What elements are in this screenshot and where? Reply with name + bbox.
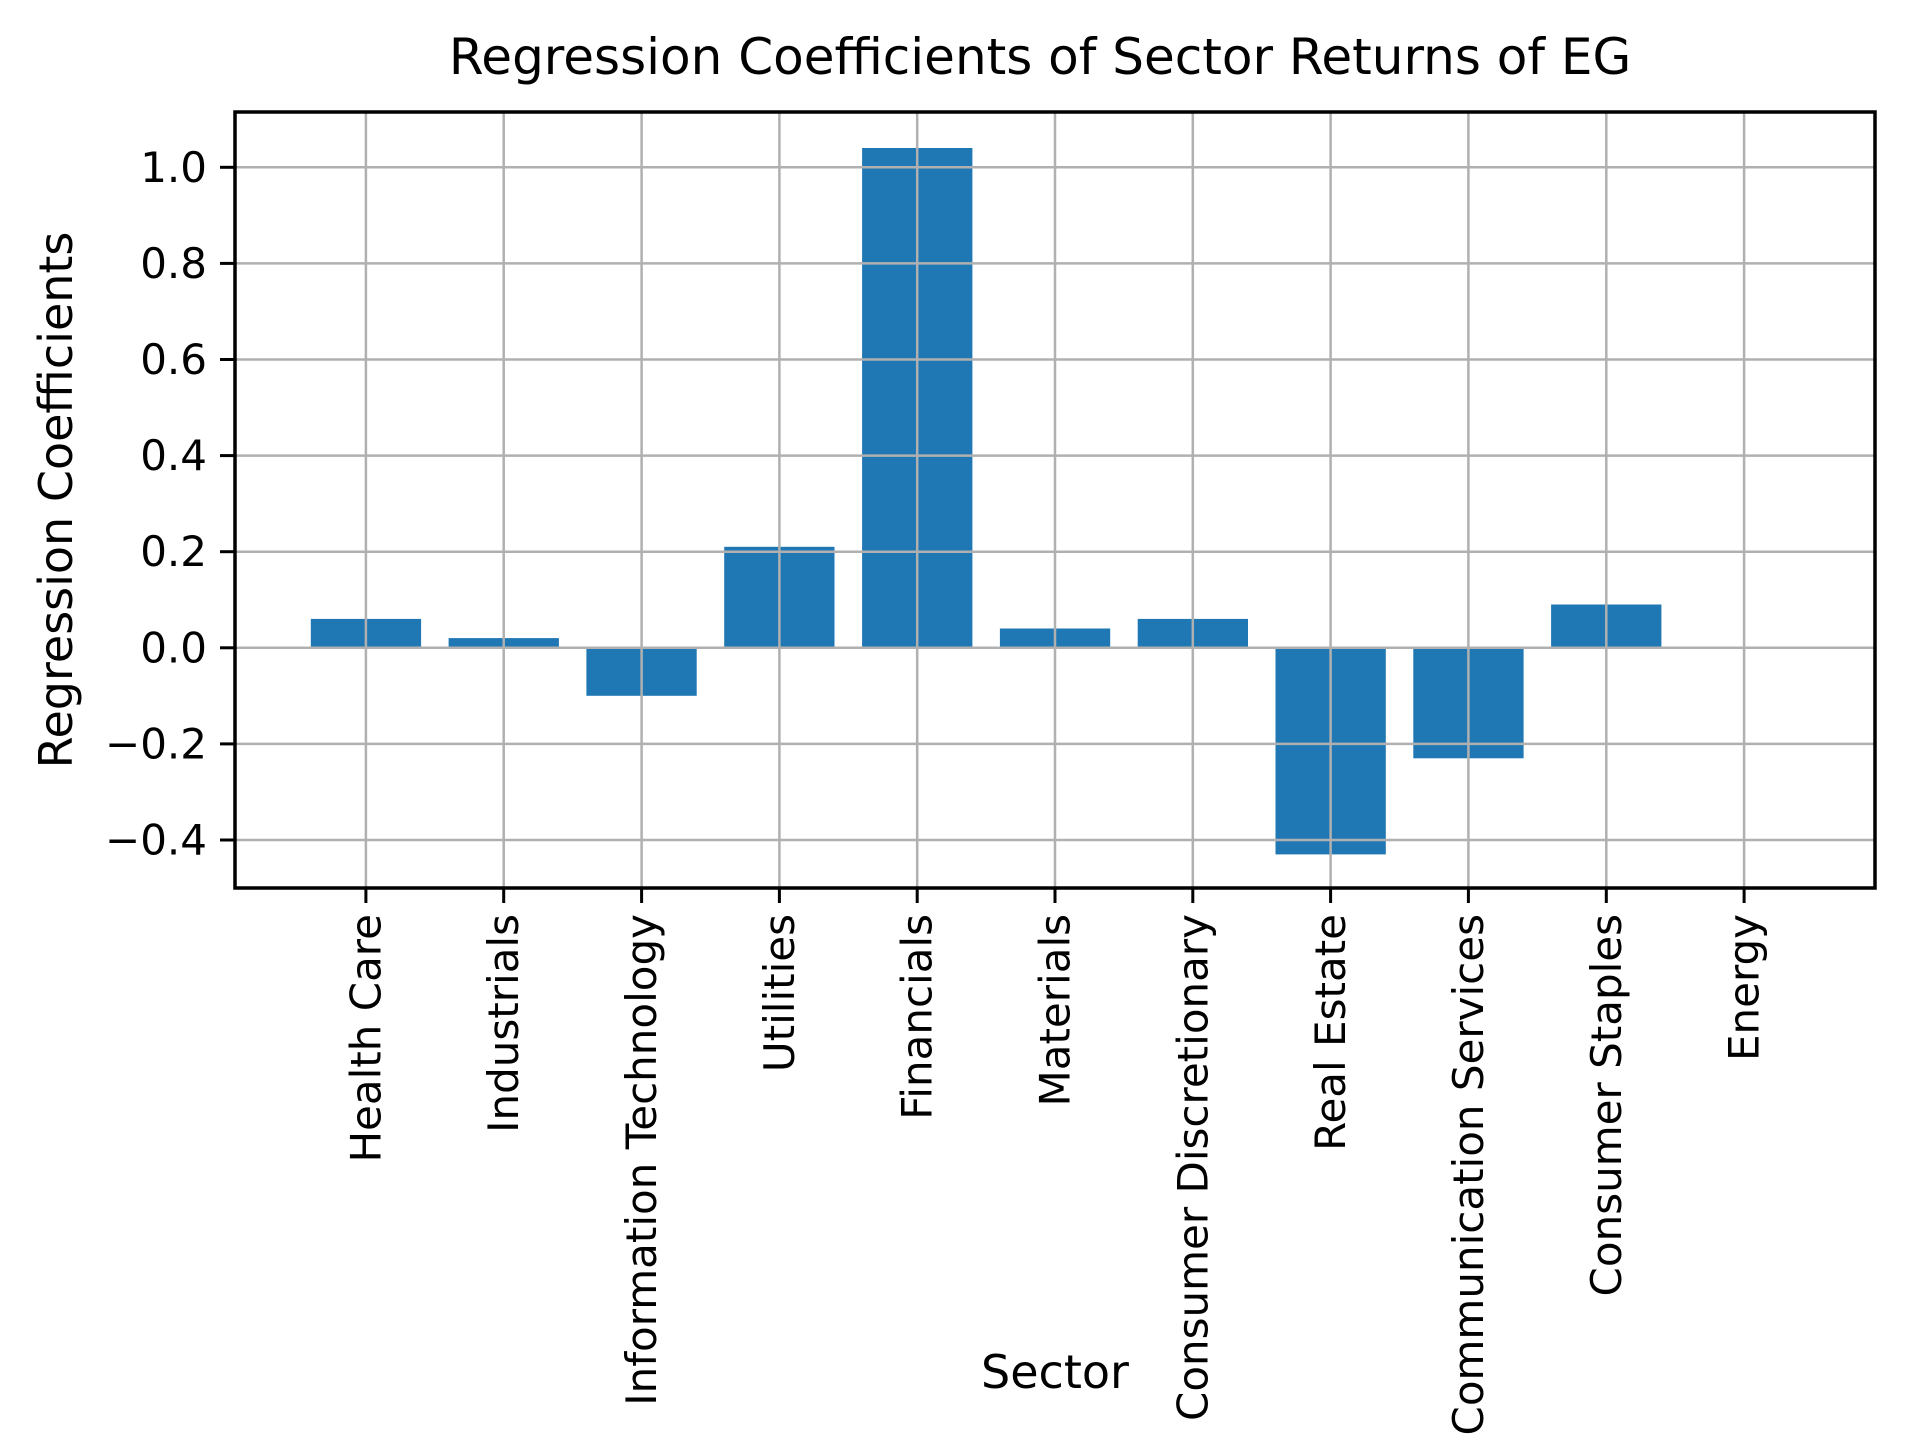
bars-layer: [310, 148, 1662, 855]
x-tick-label-real-estate: Real Estate: [1306, 914, 1355, 1151]
y-tick-label-0.4: 0.4: [140, 431, 207, 480]
x-tick-label-consumer-staples: Consumer Staples: [1582, 914, 1631, 1296]
axes-layer: 1.0 0.8 0.6 0.4 0.2 0.0 −0.2 −0.4 Health Care Ind…: [105, 110, 1877, 1436]
y-tick-label--0.2: −0.2: [105, 719, 207, 768]
y-tick-label-0.6: 0.6: [140, 335, 207, 384]
x-tick-label-information-technology: Information Technology: [617, 914, 666, 1406]
grid-layer: [235, 112, 1875, 888]
x-tick-label-industrials: Industrials: [479, 914, 528, 1133]
x-tick-label-utilities: Utilities: [755, 914, 804, 1072]
x-axis-label: Sector: [981, 1345, 1129, 1399]
y-tick-label-0.2: 0.2: [140, 527, 207, 576]
y-tick-label--0.4: −0.4: [105, 816, 207, 865]
y-tick-label-1: 1.0: [140, 143, 207, 192]
y-axis-label: Regression Coefficients: [29, 232, 83, 769]
x-tick-label-consumer-discretionary: Consumer Discretionary: [1168, 914, 1217, 1421]
y-tick-label-0.8: 0.8: [140, 239, 207, 288]
x-tick-label-communication-services: Communication Services: [1444, 914, 1493, 1436]
y-tick-label-0: 0.0: [140, 623, 207, 672]
x-tick-label-financials: Financials: [893, 914, 942, 1120]
x-tick-label-materials: Materials: [1031, 914, 1080, 1107]
x-tick-label-energy: Energy: [1720, 914, 1769, 1061]
x-tick-label-health-care: Health Care: [341, 914, 390, 1163]
chart-title: Regression Coefficients of Sector Return…: [449, 28, 1631, 86]
